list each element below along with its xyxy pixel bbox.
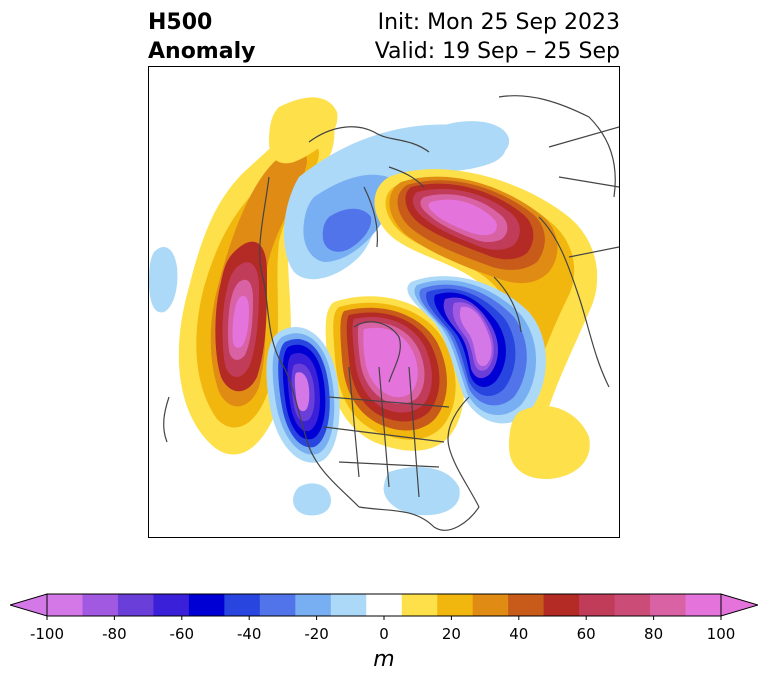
colorbar-segment — [685, 594, 722, 616]
colorbar-segment — [614, 594, 651, 616]
trough-western-us — [266, 327, 340, 463]
colorbar-segment — [117, 594, 154, 616]
colorbar-segment — [224, 594, 261, 616]
colorbar-tick-label: -20 — [304, 625, 329, 643]
title-line-1: H500 — [148, 10, 213, 35]
colorbar-tick-label: 20 — [441, 625, 461, 643]
run-info: Init: Mon 25 Sep 2023 Valid: 19 Sep – 25… — [375, 8, 620, 66]
ridge-central-canada — [325, 296, 464, 451]
colorbar — [10, 593, 758, 620]
colorbar-segment — [401, 594, 438, 616]
colorbar-extend-low — [10, 593, 48, 617]
chart-title: H500 Anomaly — [148, 8, 255, 66]
colorbar-tick-label: -80 — [102, 625, 127, 643]
colorbar-tick-label: -40 — [236, 625, 262, 643]
trough-north-atlantic — [407, 276, 546, 424]
colorbar-segment — [508, 594, 545, 616]
colorbar-tick-label: 100 — [706, 625, 736, 643]
colorbar-segment — [650, 594, 687, 616]
colorbar-segment — [259, 594, 296, 616]
colorbar-tick-label: 0 — [379, 625, 389, 643]
trough-southeast-us — [293, 467, 460, 516]
colorbar-segment — [330, 594, 367, 616]
colorbar-segment — [153, 594, 190, 616]
colorbar-segment — [295, 594, 332, 616]
colorbar-segment — [188, 594, 225, 616]
anomaly-map — [148, 66, 620, 538]
colorbar-tick-label: -60 — [169, 625, 195, 643]
valid-range: Valid: 19 Sep – 25 Sep — [374, 39, 620, 64]
colorbar-tick-label: -100 — [29, 625, 65, 643]
ridge-alaska — [269, 97, 338, 164]
ridge-north-atlantic — [509, 406, 590, 480]
colorbar-segment — [47, 594, 83, 616]
colorbar-segment — [543, 594, 580, 616]
map-boundaries — [163, 95, 619, 531]
colorbar-tick-label: 40 — [509, 625, 529, 643]
colorbar-segment — [472, 594, 509, 616]
init-time: Init: Mon 25 Sep 2023 — [377, 10, 620, 35]
colorbar-segment — [366, 594, 403, 616]
map-canvas — [149, 95, 619, 531]
colorbar-tick-label: 60 — [576, 625, 596, 643]
colorbar-segment — [82, 594, 119, 616]
colorbar-tick-label: 80 — [644, 625, 664, 643]
colorbar-segment — [437, 594, 474, 616]
colorbar-tick-labels: -100 -80 -60 -40 -20 0 20 40 60 80 100 — [0, 624, 768, 644]
colorbar-unit-label: m — [373, 647, 395, 672]
anomaly-contours — [149, 97, 598, 516]
colorbar-segment — [579, 594, 616, 616]
colorbar-extend-high — [720, 593, 758, 617]
title-line-2: Anomaly — [148, 39, 256, 64]
